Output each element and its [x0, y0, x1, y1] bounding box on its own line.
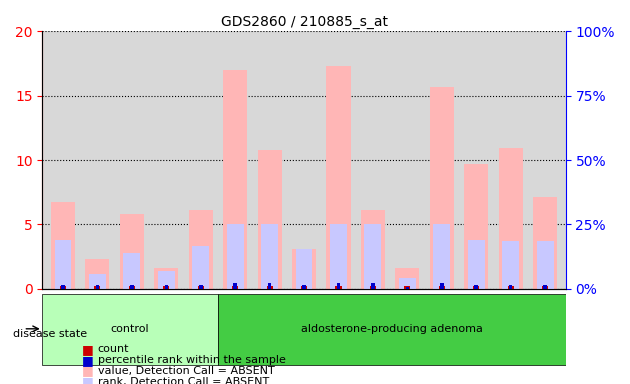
Bar	[302, 285, 306, 289]
Bar	[440, 283, 444, 289]
Bar	[295, 249, 312, 289]
Text: value, Detection Call = ABSENT: value, Detection Call = ABSENT	[98, 366, 275, 376]
Bar	[192, 246, 209, 289]
Bar	[163, 286, 169, 289]
Bar	[543, 285, 547, 289]
Text: count: count	[98, 344, 129, 354]
FancyBboxPatch shape	[218, 294, 566, 365]
Bar	[370, 286, 376, 289]
Bar	[55, 240, 71, 289]
Bar	[468, 240, 484, 289]
Text: ■: ■	[82, 343, 94, 356]
Bar	[330, 224, 347, 289]
Bar	[258, 150, 282, 289]
Bar	[464, 164, 488, 289]
FancyBboxPatch shape	[42, 294, 218, 365]
Bar	[292, 249, 316, 289]
Text: ■: ■	[82, 364, 94, 377]
Bar	[266, 286, 273, 289]
Bar	[154, 268, 178, 289]
Bar	[336, 283, 340, 289]
Bar	[509, 285, 512, 289]
Bar	[336, 286, 341, 289]
Bar	[189, 210, 213, 289]
Bar	[537, 241, 554, 289]
Text: control: control	[111, 324, 149, 334]
Bar	[399, 278, 416, 289]
Text: percentile rank within the sample: percentile rank within the sample	[98, 355, 285, 365]
Bar	[473, 286, 479, 289]
Bar	[120, 214, 144, 289]
Bar	[164, 285, 168, 289]
Bar	[533, 197, 557, 289]
Bar	[474, 285, 478, 289]
Bar	[261, 224, 278, 289]
Bar	[89, 275, 106, 289]
Bar	[361, 210, 385, 289]
Text: disease state: disease state	[0, 383, 1, 384]
Text: ■: ■	[82, 375, 94, 384]
Bar	[86, 259, 110, 289]
Bar	[395, 268, 420, 289]
Bar	[502, 241, 519, 289]
Bar	[365, 224, 381, 289]
Bar	[227, 224, 244, 289]
Bar	[433, 224, 450, 289]
Bar	[508, 286, 513, 289]
Bar	[326, 66, 350, 289]
Bar	[430, 87, 454, 289]
Title: GDS2860 / 210885_s_at: GDS2860 / 210885_s_at	[220, 15, 387, 29]
Bar	[198, 286, 203, 289]
Bar	[232, 286, 238, 289]
Bar	[498, 149, 523, 289]
Bar	[404, 286, 410, 289]
Bar	[130, 285, 134, 289]
Bar	[51, 202, 75, 289]
Text: disease state: disease state	[13, 329, 87, 339]
Text: rank, Detection Call = ABSENT: rank, Detection Call = ABSENT	[98, 377, 269, 384]
Bar	[158, 271, 175, 289]
Bar	[94, 286, 100, 289]
Text: ■: ■	[82, 354, 94, 367]
Bar	[233, 283, 237, 289]
Bar	[199, 285, 203, 289]
Bar	[96, 285, 100, 289]
Bar	[301, 286, 307, 289]
Text: aldosterone-producing adenoma: aldosterone-producing adenoma	[301, 324, 483, 334]
Bar	[406, 287, 409, 289]
Bar	[438, 286, 445, 289]
Bar	[123, 253, 140, 289]
Bar	[61, 285, 65, 289]
Bar	[542, 286, 548, 289]
Bar	[371, 283, 375, 289]
Bar	[129, 286, 135, 289]
Bar	[268, 283, 272, 289]
Bar	[60, 286, 66, 289]
Bar	[223, 70, 247, 289]
